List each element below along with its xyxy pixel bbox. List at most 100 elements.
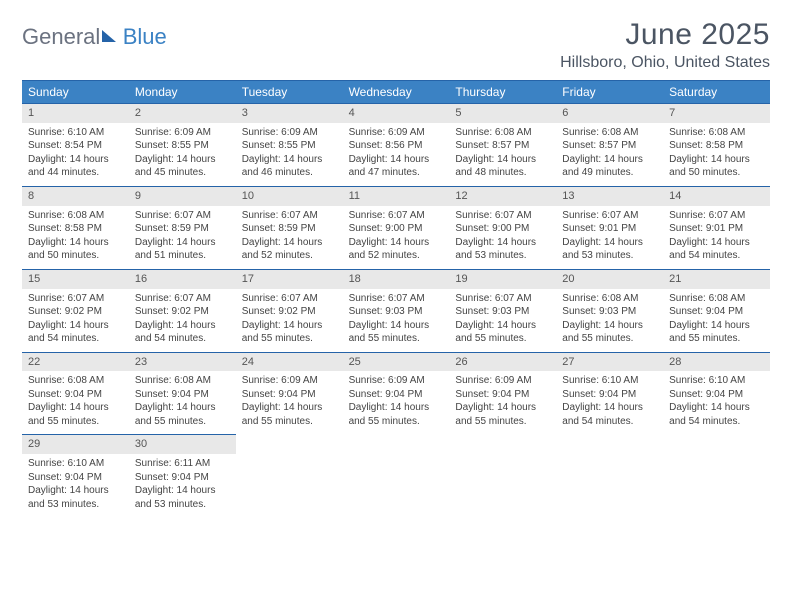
daylight-text-2: and 54 minutes.	[135, 332, 230, 346]
sunset-text: Sunset: 9:02 PM	[28, 305, 123, 319]
daylight-text-2: and 55 minutes.	[669, 332, 764, 346]
daylight-text-2: and 53 minutes.	[135, 498, 230, 512]
daylight-text-1: Daylight: 14 hours	[669, 153, 764, 167]
day-number: 1	[22, 104, 129, 123]
daylight-text-1: Daylight: 14 hours	[562, 319, 657, 333]
calendar-cell: 21Sunrise: 6:08 AMSunset: 9:04 PMDayligh…	[663, 269, 770, 352]
day-number: 16	[129, 270, 236, 289]
day-header: Thursday	[449, 81, 556, 103]
sunrise-text: Sunrise: 6:08 AM	[562, 126, 657, 140]
calendar-cell: 18Sunrise: 6:07 AMSunset: 9:03 PMDayligh…	[343, 269, 450, 352]
calendar-cell: 5Sunrise: 6:08 AMSunset: 8:57 PMDaylight…	[449, 103, 556, 186]
daylight-text-2: and 48 minutes.	[455, 166, 550, 180]
sunset-text: Sunset: 9:04 PM	[135, 471, 230, 485]
sunset-text: Sunset: 8:56 PM	[349, 139, 444, 153]
day-number: 9	[129, 187, 236, 206]
sunrise-text: Sunrise: 6:09 AM	[242, 126, 337, 140]
day-number: 21	[663, 270, 770, 289]
daylight-text-1: Daylight: 14 hours	[135, 401, 230, 415]
daylight-text-1: Daylight: 14 hours	[135, 236, 230, 250]
daylight-text-1: Daylight: 14 hours	[562, 401, 657, 415]
daylight-text-2: and 55 minutes.	[455, 415, 550, 429]
calendar-cell: 28Sunrise: 6:10 AMSunset: 9:04 PMDayligh…	[663, 352, 770, 435]
daylight-text-2: and 54 minutes.	[669, 415, 764, 429]
sunset-text: Sunset: 9:04 PM	[669, 388, 764, 402]
sunrise-text: Sunrise: 6:07 AM	[135, 292, 230, 306]
logo-text: General	[22, 24, 116, 50]
daylight-text-1: Daylight: 14 hours	[455, 236, 550, 250]
logo: General Blue	[22, 24, 167, 50]
location-text: Hillsboro, Ohio, United States	[560, 54, 770, 72]
day-number: 13	[556, 187, 663, 206]
sunrise-text: Sunrise: 6:07 AM	[455, 292, 550, 306]
daylight-text-2: and 54 minutes.	[28, 332, 123, 346]
sunset-text: Sunset: 9:01 PM	[669, 222, 764, 236]
calendar-cell: 26Sunrise: 6:09 AMSunset: 9:04 PMDayligh…	[449, 352, 556, 435]
sunrise-text: Sunrise: 6:07 AM	[349, 292, 444, 306]
day-header: Friday	[556, 81, 663, 103]
calendar-cell: 7Sunrise: 6:08 AMSunset: 8:58 PMDaylight…	[663, 103, 770, 186]
daylight-text-2: and 53 minutes.	[562, 249, 657, 263]
sunrise-text: Sunrise: 6:08 AM	[455, 126, 550, 140]
calendar-cell: 9Sunrise: 6:07 AMSunset: 8:59 PMDaylight…	[129, 186, 236, 269]
calendar-cell: 24Sunrise: 6:09 AMSunset: 9:04 PMDayligh…	[236, 352, 343, 435]
calendar-cell: 1Sunrise: 6:10 AMSunset: 8:54 PMDaylight…	[22, 103, 129, 186]
day-number: 24	[236, 353, 343, 372]
sunrise-text: Sunrise: 6:09 AM	[135, 126, 230, 140]
daylight-text-2: and 55 minutes.	[562, 332, 657, 346]
calendar-cell: 23Sunrise: 6:08 AMSunset: 9:04 PMDayligh…	[129, 352, 236, 435]
day-number: 30	[129, 435, 236, 454]
daylight-text-2: and 50 minutes.	[669, 166, 764, 180]
day-number: 12	[449, 187, 556, 206]
daylight-text-2: and 47 minutes.	[349, 166, 444, 180]
day-number: 18	[343, 270, 450, 289]
day-number: 22	[22, 353, 129, 372]
sunset-text: Sunset: 9:03 PM	[455, 305, 550, 319]
day-number: 28	[663, 353, 770, 372]
daylight-text-1: Daylight: 14 hours	[242, 319, 337, 333]
sunset-text: Sunset: 9:03 PM	[562, 305, 657, 319]
day-number: 11	[343, 187, 450, 206]
calendar-cell: 6Sunrise: 6:08 AMSunset: 8:57 PMDaylight…	[556, 103, 663, 186]
sunrise-text: Sunrise: 6:07 AM	[242, 209, 337, 223]
sunrise-text: Sunrise: 6:09 AM	[242, 374, 337, 388]
daylight-text-1: Daylight: 14 hours	[135, 484, 230, 498]
sunrise-text: Sunrise: 6:08 AM	[669, 126, 764, 140]
sunset-text: Sunset: 9:01 PM	[562, 222, 657, 236]
sunrise-text: Sunrise: 6:08 AM	[562, 292, 657, 306]
daylight-text-1: Daylight: 14 hours	[28, 153, 123, 167]
daylight-text-1: Daylight: 14 hours	[135, 319, 230, 333]
calendar-cell: 19Sunrise: 6:07 AMSunset: 9:03 PMDayligh…	[449, 269, 556, 352]
day-number: 14	[663, 187, 770, 206]
sunrise-text: Sunrise: 6:09 AM	[455, 374, 550, 388]
day-number: 29	[22, 435, 129, 454]
calendar-cell: 13Sunrise: 6:07 AMSunset: 9:01 PMDayligh…	[556, 186, 663, 269]
sunset-text: Sunset: 9:02 PM	[135, 305, 230, 319]
sunset-text: Sunset: 9:02 PM	[242, 305, 337, 319]
sunrise-text: Sunrise: 6:08 AM	[135, 374, 230, 388]
daylight-text-1: Daylight: 14 hours	[455, 153, 550, 167]
day-number: 15	[22, 270, 129, 289]
day-number: 26	[449, 353, 556, 372]
daylight-text-1: Daylight: 14 hours	[242, 401, 337, 415]
daylight-text-1: Daylight: 14 hours	[349, 401, 444, 415]
day-number: 10	[236, 187, 343, 206]
daylight-text-1: Daylight: 14 hours	[349, 319, 444, 333]
sunset-text: Sunset: 9:04 PM	[562, 388, 657, 402]
daylight-text-2: and 45 minutes.	[135, 166, 230, 180]
daylight-text-2: and 55 minutes.	[28, 415, 123, 429]
sunset-text: Sunset: 9:04 PM	[28, 388, 123, 402]
day-number: 8	[22, 187, 129, 206]
daylight-text-2: and 51 minutes.	[135, 249, 230, 263]
day-number: 3	[236, 104, 343, 123]
calendar-cell: 22Sunrise: 6:08 AMSunset: 9:04 PMDayligh…	[22, 352, 129, 435]
day-header: Tuesday	[236, 81, 343, 103]
day-header: Wednesday	[343, 81, 450, 103]
daylight-text-1: Daylight: 14 hours	[349, 153, 444, 167]
daylight-text-2: and 54 minutes.	[669, 249, 764, 263]
sunset-text: Sunset: 8:57 PM	[455, 139, 550, 153]
daylight-text-2: and 46 minutes.	[242, 166, 337, 180]
daylight-text-1: Daylight: 14 hours	[28, 236, 123, 250]
sunset-text: Sunset: 8:58 PM	[28, 222, 123, 236]
calendar-cell: 27Sunrise: 6:10 AMSunset: 9:04 PMDayligh…	[556, 352, 663, 435]
